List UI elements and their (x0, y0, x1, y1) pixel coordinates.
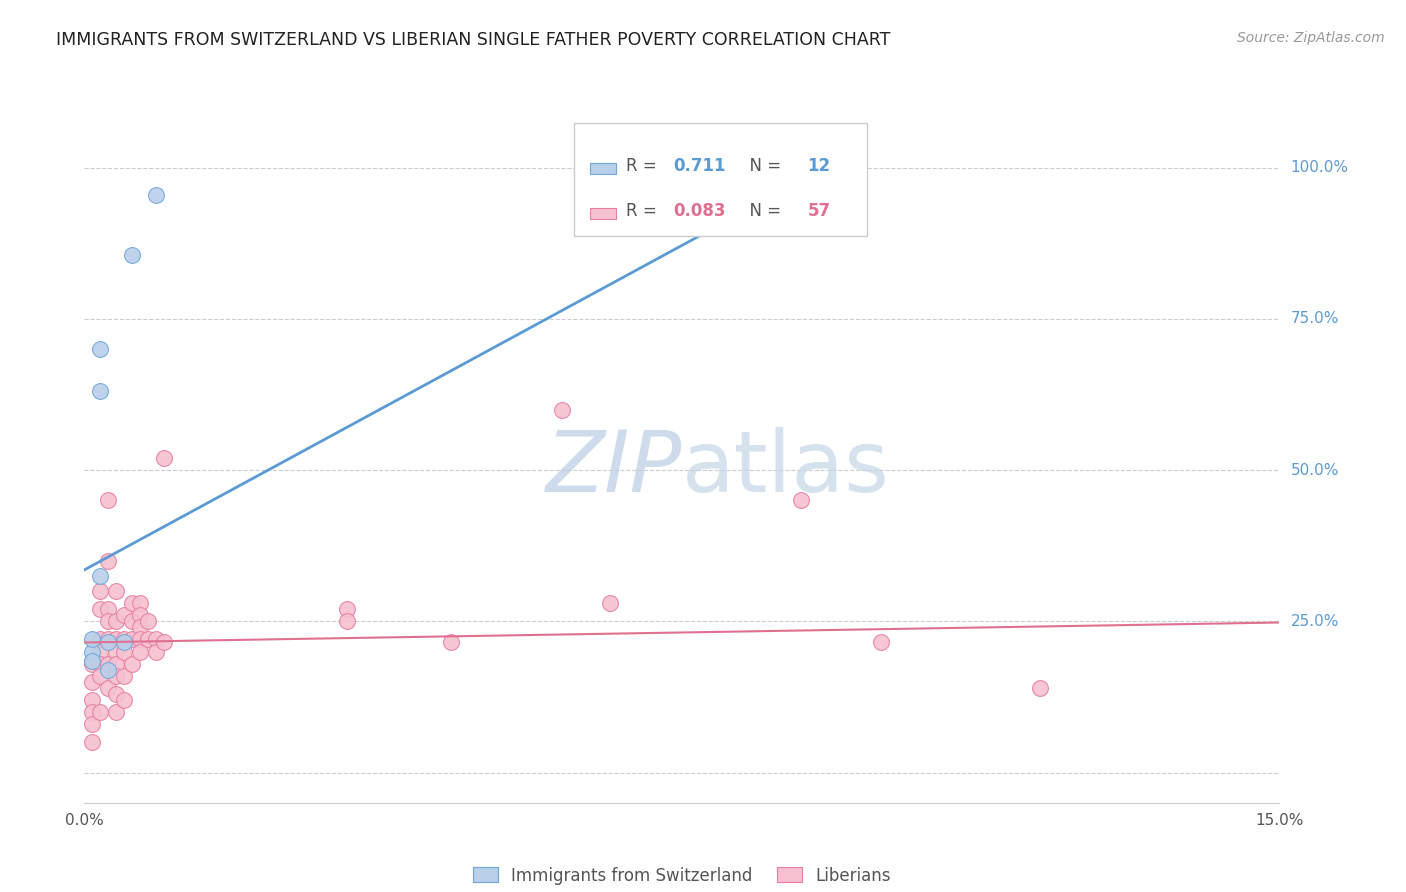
Text: 100.0%: 100.0% (1291, 160, 1348, 175)
Point (599, 596, 621, 610)
Point (105, 705, 128, 719)
Point (97, 615, 120, 629)
Point (112, 632, 135, 647)
Text: ZIP: ZIP (546, 427, 682, 510)
Text: N =: N = (740, 202, 786, 220)
Point (89, 657, 111, 671)
Text: R =: R = (626, 157, 662, 175)
Point (97, 554, 120, 568)
Point (129, 608, 152, 623)
Text: N =: N = (740, 157, 786, 175)
Point (136, 632, 159, 647)
Point (112, 693, 135, 707)
Point (870, 635, 893, 649)
Point (112, 644, 135, 658)
Text: 25.0%: 25.0% (1291, 614, 1339, 629)
Point (129, 632, 152, 647)
Point (97, 663, 120, 677)
Point (97, 657, 120, 671)
Point (112, 669, 135, 683)
Text: 50.0%: 50.0% (1291, 463, 1339, 477)
Point (82, 693, 104, 707)
Point (82, 735, 104, 749)
Point (89, 644, 111, 658)
Point (105, 632, 128, 647)
Point (145, 644, 167, 658)
Point (82, 717, 104, 731)
Point (145, 187, 167, 202)
Point (145, 632, 167, 647)
Point (82, 657, 104, 671)
Point (136, 615, 159, 629)
Point (153, 635, 176, 649)
Point (112, 608, 135, 623)
Point (790, 493, 813, 508)
Point (153, 450, 176, 465)
Text: atlas: atlas (682, 427, 890, 510)
Point (82, 654, 104, 668)
Point (105, 687, 128, 701)
Point (440, 635, 463, 649)
Point (82, 654, 104, 668)
Point (89, 384, 111, 399)
Point (105, 644, 128, 658)
Text: 0.083: 0.083 (673, 202, 725, 220)
Point (105, 657, 128, 671)
Text: 12: 12 (807, 157, 831, 175)
Bar (591, 163, 616, 174)
Point (82, 632, 104, 647)
Point (129, 644, 152, 658)
Text: IMMIGRANTS FROM SWITZERLAND VS LIBERIAN SINGLE FATHER POVERTY CORRELATION CHART: IMMIGRANTS FROM SWITZERLAND VS LIBERIAN … (56, 31, 890, 49)
Point (336, 615, 359, 629)
Point (82, 674, 104, 689)
Point (336, 602, 359, 616)
Bar (591, 209, 616, 219)
Point (82, 705, 104, 719)
Point (121, 657, 143, 671)
Text: 75.0%: 75.0% (1291, 311, 1339, 326)
Point (112, 635, 135, 649)
Point (121, 248, 143, 262)
Point (97, 681, 120, 695)
Point (814, 161, 837, 175)
Point (89, 632, 111, 647)
Legend: Immigrants from Switzerland, Liberians: Immigrants from Switzerland, Liberians (465, 860, 898, 891)
Text: Source: ZipAtlas.com: Source: ZipAtlas.com (1237, 31, 1385, 45)
Text: 57: 57 (807, 202, 831, 220)
Point (89, 569, 111, 583)
Point (1029, 681, 1052, 695)
Point (105, 584, 128, 599)
Point (89, 342, 111, 356)
Point (97, 635, 120, 649)
Point (105, 669, 128, 683)
Point (551, 402, 574, 417)
Point (121, 596, 143, 610)
FancyBboxPatch shape (574, 123, 868, 235)
Text: 0.711: 0.711 (673, 157, 725, 175)
Point (129, 596, 152, 610)
Point (82, 644, 104, 658)
Point (97, 632, 120, 647)
Point (89, 705, 111, 719)
Point (97, 602, 120, 616)
Point (89, 602, 111, 616)
Point (105, 615, 128, 629)
Point (89, 669, 111, 683)
Point (121, 632, 143, 647)
Point (97, 493, 120, 508)
Point (121, 615, 143, 629)
Point (89, 584, 111, 599)
Text: R =: R = (626, 202, 662, 220)
Point (129, 620, 152, 634)
